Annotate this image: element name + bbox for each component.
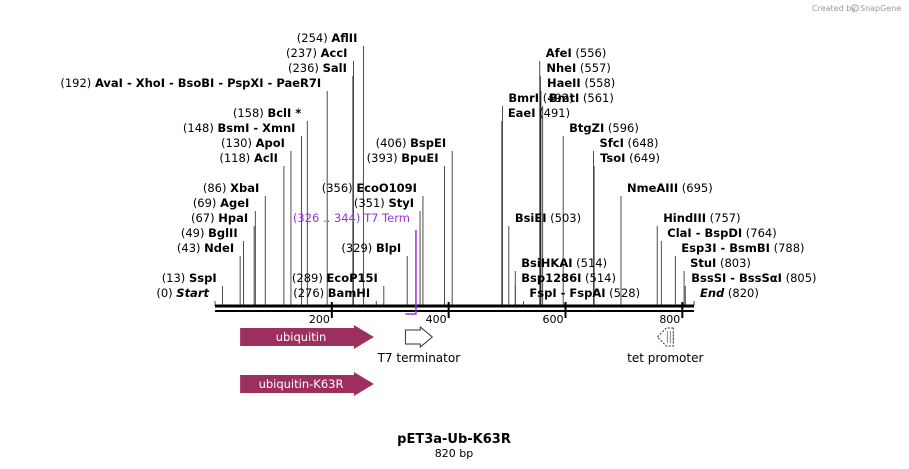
site-acci-label[interactable]: (237) AccI bbox=[286, 46, 347, 60]
site-hpai-label[interactable]: (67) HpaI bbox=[191, 211, 248, 225]
feature-tet-promoter-arrow[interactable] bbox=[656, 327, 674, 347]
axis-ticks: 200 400 600 800 bbox=[309, 302, 684, 326]
feature-ubiquitin-k63r-arrow[interactable] bbox=[240, 372, 374, 396]
site-labels: (254) AflII(237) AccI(236) SalI(192) Ava… bbox=[60, 31, 816, 300]
credit-text: Created by bbox=[812, 4, 856, 13]
site-bsihkai-label[interactable]: BsiHKAI (514) bbox=[521, 256, 607, 270]
site-eaei-label[interactable]: EaeI (491) bbox=[508, 106, 570, 120]
site-blpi-label[interactable]: (329) BlpI bbox=[341, 241, 401, 255]
feature-label-end-label[interactable]: End (820) bbox=[700, 286, 759, 300]
axis-tick-label-800: 800 bbox=[659, 313, 680, 326]
plasmid-name: pET3a-Ub-K63R bbox=[397, 432, 511, 447]
snapgene-logo-icon bbox=[851, 4, 859, 12]
site-stui-label[interactable]: StuI (803) bbox=[690, 256, 751, 270]
site-bsssi-bsss-i-label[interactable]: BssSI - BssSαI (805) bbox=[691, 271, 816, 285]
site-acli-label[interactable]: (118) AclI bbox=[219, 151, 278, 165]
site-nhei-label[interactable]: NheI (557) bbox=[546, 61, 610, 75]
site-apoi-label[interactable]: (130) ApoI bbox=[221, 136, 285, 150]
site-esp3i-bsmbi-label[interactable]: Esp3I - BsmBI (788) bbox=[681, 241, 804, 255]
feature-ubiquitin-label: ubiquitin bbox=[276, 330, 327, 344]
feature-tet-promoter-label: tet promoter bbox=[627, 351, 703, 365]
site-aflii-label[interactable]: (254) AflII bbox=[297, 31, 358, 45]
site-sali-label[interactable]: (236) SalI bbox=[288, 61, 347, 75]
features: ubiquitin ubiquitin-K63R T7 terminator tet … bbox=[240, 325, 703, 396]
site-bsmi-xmni-label[interactable]: (148) BsmI - XmnI bbox=[183, 121, 296, 135]
credit-brand: SnapGene bbox=[860, 4, 901, 13]
site-xbai-label[interactable]: (86) XbaI bbox=[203, 181, 259, 195]
axis-tick-label-200: 200 bbox=[309, 313, 330, 326]
feature-ubiquitin-k63r-label: ubiquitin-K63R bbox=[259, 377, 344, 391]
axis-tick-label-600: 600 bbox=[542, 313, 563, 326]
plasmid-length: 820 bp bbox=[435, 447, 473, 460]
site-ecoo109i-label[interactable]: (356) EcoO109I bbox=[322, 181, 417, 195]
site-bcli-label[interactable]: (158) BclI * bbox=[233, 106, 301, 120]
site-hindiii-label[interactable]: HindIII (757) bbox=[663, 211, 740, 225]
feature-label-start-label[interactable]: (0) Start bbox=[156, 286, 209, 300]
site-haeii-label[interactable]: HaeII (558) bbox=[547, 76, 615, 90]
site-fspi-fspai-label[interactable]: FspI - FspAI (528) bbox=[529, 286, 640, 300]
site-bsiei-label[interactable]: BsiEI (503) bbox=[515, 211, 581, 225]
axis-tick-label-400: 400 bbox=[426, 313, 447, 326]
feature-ubiquitin-arrow[interactable] bbox=[240, 325, 374, 349]
t7-term-label[interactable]: (326 .. 344) T7 Term bbox=[293, 211, 410, 225]
site-clai-bspdi-label[interactable]: ClaI - BspDI (764) bbox=[667, 226, 776, 240]
site-sspi-label[interactable]: (13) SspI bbox=[162, 271, 217, 285]
feature-t7-terminator-label: T7 terminator bbox=[377, 351, 461, 365]
site-tsoi-label[interactable]: TsoI (649) bbox=[600, 151, 660, 165]
site-bmri-label[interactable]: BmrI (492) bbox=[508, 91, 573, 105]
site-bmti-label[interactable]: BmtI (561) bbox=[549, 91, 614, 105]
site-ecop15i-label[interactable]: (289) EcoP15I bbox=[292, 271, 378, 285]
feature-t7-terminator-arrow[interactable] bbox=[404, 325, 434, 349]
site-btgzi-label[interactable]: BtgZI (596) bbox=[569, 121, 639, 135]
site-sfci-label[interactable]: SfcI (648) bbox=[600, 136, 659, 150]
site-bpuei-label[interactable]: (393) BpuEI bbox=[367, 151, 439, 165]
site-avai-xhoi-bsobi-pspxi-paer7i-label[interactable]: (192) AvaI - XhoI - BsoBI - PspXI - PaeR… bbox=[60, 76, 321, 90]
site-lines bbox=[214, 46, 695, 306]
site-afei-label[interactable]: AfeI (556) bbox=[546, 46, 607, 60]
site-ndei-label[interactable]: (43) NdeI bbox=[177, 241, 234, 255]
site-nmeaiii-label[interactable]: NmeAIII (695) bbox=[627, 181, 713, 195]
t7-term-site: (326 .. 344) T7 Term bbox=[293, 211, 417, 315]
site-bsp1286i-label[interactable]: Bsp1286I (514) bbox=[521, 271, 616, 285]
site-bspei-label[interactable]: (406) BspEI bbox=[376, 136, 447, 150]
site-agei-label[interactable]: (69) AgeI bbox=[193, 196, 249, 210]
site-bamhi-label[interactable]: (276) BamHI bbox=[293, 286, 370, 300]
site-bglii-label[interactable]: (49) BglII bbox=[181, 226, 238, 240]
t7-term-bracket bbox=[405, 230, 417, 315]
site-styi-label[interactable]: (351) StyI bbox=[354, 196, 414, 210]
